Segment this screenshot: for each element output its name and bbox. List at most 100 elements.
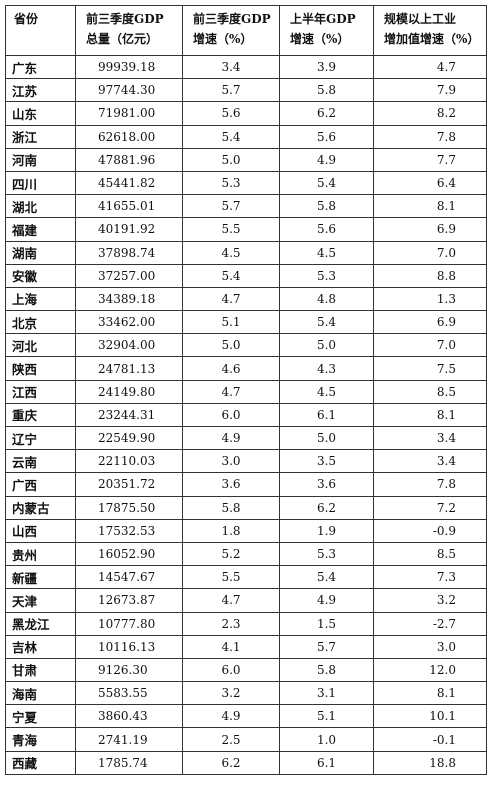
gdp-growth-q3-cell: 3.2 [182, 681, 280, 706]
table-row: 安徽 37257.00 5.4 5.3 8.8 [5, 263, 487, 288]
table-row: 浙江 62618.00 5.4 5.6 7.8 [5, 124, 487, 149]
gdp-growth-h1-cell: 1.9 [279, 518, 374, 543]
industrial-growth-cell: 8.8 [373, 263, 487, 288]
province-cell: 新疆 [5, 565, 76, 590]
gdp-growth-q3-cell: 5.5 [182, 217, 280, 242]
gdp-total-cell: 45441.82 [75, 170, 183, 196]
industrial-growth-cell: 7.3 [373, 565, 487, 590]
gdp-growth-q3-cell: 5.6 [182, 101, 280, 126]
gdp-growth-q3-cell: 4.1 [182, 634, 280, 659]
table-row: 江苏 97744.30 5.7 5.8 7.9 [5, 78, 487, 103]
gdp-total-cell: 24781.13 [75, 356, 183, 381]
industrial-growth-cell: 8.5 [373, 541, 487, 567]
gdp-growth-h1-cell: 6.2 [279, 101, 374, 126]
gdp-total-cell: 22110.03 [75, 449, 183, 474]
header-gdp-total: 前三季度GDP 总量（亿元） [75, 5, 183, 56]
table-row: 山西 17532.53 1.8 1.9 -0.9 [5, 518, 487, 543]
industrial-growth-cell: 8.2 [373, 101, 487, 126]
gdp-growth-h1-cell: 5.0 [279, 333, 374, 358]
gdp-growth-h1-cell: 3.1 [279, 681, 374, 706]
gdp-growth-q3-cell: 5.4 [182, 124, 280, 149]
header-province: 省份 [5, 5, 76, 56]
gdp-growth-q3-cell: 5.3 [182, 170, 280, 196]
province-cell: 广西 [5, 472, 76, 497]
province-cell: 宁夏 [5, 704, 76, 729]
table-row: 贵州 16052.90 5.2 5.3 8.5 [5, 541, 487, 567]
province-cell: 天津 [5, 588, 76, 613]
table-row: 西藏 1785.74 6.2 6.1 18.8 [5, 750, 487, 775]
province-cell: 山西 [5, 518, 76, 543]
gdp-growth-h1-cell: 5.8 [279, 194, 374, 219]
header-industrial-growth: 规模以上工业 增加值增速（%） [373, 5, 487, 56]
gdp-growth-h1-cell: 5.8 [279, 657, 374, 683]
industrial-growth-cell: 8.5 [373, 379, 487, 404]
gdp-growth-h1-cell: 5.6 [279, 217, 374, 242]
gdp-total-cell: 37898.74 [75, 240, 183, 265]
gdp-growth-h1-cell: 4.3 [279, 356, 374, 381]
gdp-growth-h1-cell: 1.5 [279, 611, 374, 636]
table-row: 湖南 37898.74 4.5 4.5 7.0 [5, 240, 487, 265]
industrial-growth-cell: 1.3 [373, 286, 487, 312]
table-row: 黑龙江 10777.80 2.3 1.5 -2.7 [5, 611, 487, 636]
gdp-growth-q3-cell: 3.6 [182, 472, 280, 497]
gdp-total-cell: 5583.55 [75, 681, 183, 706]
table-row: 吉林 10116.13 4.1 5.7 3.0 [5, 634, 487, 659]
industrial-growth-cell: 4.7 [373, 54, 487, 80]
gdp-growth-q3-cell: 5.1 [182, 310, 280, 335]
province-cell: 青海 [5, 727, 76, 752]
gdp-total-cell: 16052.90 [75, 541, 183, 567]
table-row: 宁夏 3860.43 4.9 5.1 10.1 [5, 704, 487, 729]
province-cell: 山东 [5, 101, 76, 126]
gdp-growth-h1-cell: 6.1 [279, 402, 374, 428]
gdp-growth-h1-cell: 4.5 [279, 240, 374, 265]
gdp-total-cell: 41655.01 [75, 194, 183, 219]
gdp-growth-h1-cell: 6.2 [279, 495, 374, 520]
industrial-growth-cell: -0.9 [373, 518, 487, 543]
table-row: 青海 2741.19 2.5 1.0 -0.1 [5, 727, 487, 752]
gdp-growth-h1-cell: 3.5 [279, 449, 374, 474]
header-gdp-growth-q3: 前三季度GDP 增速（%） [182, 5, 280, 56]
industrial-growth-cell: 8.1 [373, 194, 487, 219]
gdp-growth-q3-cell: 1.8 [182, 518, 280, 543]
table-row: 重庆 23244.31 6.0 6.1 8.1 [5, 402, 487, 428]
table-row: 上海 34389.18 4.7 4.8 1.3 [5, 286, 487, 312]
province-cell: 云南 [5, 449, 76, 474]
gdp-total-cell: 1785.74 [75, 750, 183, 775]
gdp-total-cell: 47881.96 [75, 147, 183, 172]
gdp-growth-q3-cell: 5.8 [182, 495, 280, 520]
gdp-growth-h1-cell: 5.8 [279, 78, 374, 103]
gdp-growth-q3-cell: 4.7 [182, 588, 280, 613]
industrial-growth-cell: 7.5 [373, 356, 487, 381]
province-cell: 贵州 [5, 541, 76, 567]
province-cell: 西藏 [5, 750, 76, 775]
gdp-growth-h1-cell: 1.0 [279, 727, 374, 752]
province-cell: 河南 [5, 147, 76, 172]
gdp-growth-q3-cell: 5.4 [182, 263, 280, 288]
province-cell: 四川 [5, 170, 76, 196]
industrial-growth-cell: 3.0 [373, 634, 487, 659]
table-row: 内蒙古 17875.50 5.8 6.2 7.2 [5, 495, 487, 520]
gdp-growth-h1-cell: 3.6 [279, 472, 374, 497]
province-cell: 海南 [5, 681, 76, 706]
province-cell: 重庆 [5, 402, 76, 428]
table-row: 北京 33462.00 5.1 5.4 6.9 [5, 310, 487, 335]
gdp-total-cell: 34389.18 [75, 286, 183, 312]
industrial-growth-cell: -0.1 [373, 727, 487, 752]
province-cell: 辽宁 [5, 425, 76, 451]
province-cell: 河北 [5, 333, 76, 358]
gdp-growth-h1-cell: 4.8 [279, 286, 374, 312]
gdp-total-cell: 12673.87 [75, 588, 183, 613]
gdp-growth-q3-cell: 5.2 [182, 541, 280, 567]
gdp-growth-h1-cell: 5.1 [279, 704, 374, 729]
industrial-growth-cell: 7.7 [373, 147, 487, 172]
province-cell: 吉林 [5, 634, 76, 659]
table-row: 山东 71981.00 5.6 6.2 8.2 [5, 101, 487, 126]
gdp-growth-q3-cell: 5.0 [182, 333, 280, 358]
industrial-growth-cell: 3.4 [373, 425, 487, 451]
gdp-total-cell: 99939.18 [75, 54, 183, 80]
province-cell: 内蒙古 [5, 495, 76, 520]
gdp-total-cell: 62618.00 [75, 124, 183, 149]
gdp-growth-q3-cell: 4.7 [182, 379, 280, 404]
gdp-total-cell: 23244.31 [75, 402, 183, 428]
province-cell: 甘肃 [5, 657, 76, 683]
